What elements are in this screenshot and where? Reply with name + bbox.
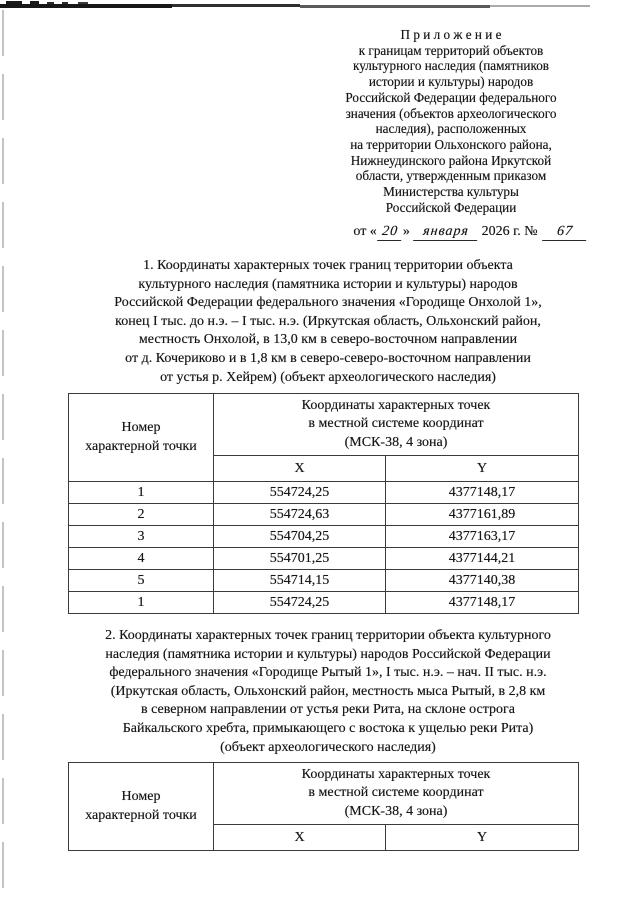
- x-cell: 554714,15: [213, 569, 386, 592]
- table-row: 3 554704,25 4377163,17: [68, 525, 580, 548]
- scan-dash: [62, 2, 68, 4]
- handwritten-number: 67: [541, 224, 588, 241]
- point-number-cell: 1: [68, 591, 214, 614]
- scan-left-edge: [2, 10, 4, 900]
- scan-dash: [47, 2, 54, 4]
- point-number-cell: 3: [68, 525, 214, 548]
- point-number-cell: 2: [68, 503, 214, 526]
- point-number-header: Номер характерной точки: [68, 762, 214, 851]
- handwritten-day: 20: [376, 224, 403, 241]
- x-cell: 554701,25: [213, 547, 386, 570]
- y-cell: 4377148,17: [384, 481, 580, 504]
- coordinates-table-2: Номер характерной точки Координаты харак…: [68, 762, 580, 851]
- x-column-header: X: [213, 824, 386, 851]
- x-cell: 554704,25: [213, 525, 386, 548]
- section-2-heading: 2. Координаты характерных точек границ т…: [105, 628, 551, 755]
- y-cell: 4377144,21: [384, 547, 580, 570]
- date-prefix: от «: [353, 224, 377, 239]
- x-cell: 554724,25: [213, 481, 386, 504]
- scan-dash: [30, 1, 39, 4]
- handwritten-month: января: [412, 224, 479, 241]
- point-number-header: Номер характерной точки: [68, 393, 214, 482]
- table-row: 5 554714,15 4377140,38: [68, 569, 580, 592]
- table-row: 2 554724,63 4377161,89: [68, 503, 580, 526]
- date-line: от «20» января 2026 г. № 67: [338, 224, 602, 241]
- coords-system-header: Координаты характерных точек в местной с…: [212, 762, 580, 825]
- y-cell: 4377163,17: [384, 525, 580, 548]
- table-row: 1 554724,25 4377148,17: [68, 591, 580, 614]
- point-number-cell: 5: [68, 569, 214, 592]
- scan-dash: [78, 2, 88, 4]
- y-column-header: Y: [384, 455, 580, 482]
- x-cell: 554724,63: [213, 503, 386, 526]
- table-subheader-row: X Y: [69, 824, 580, 851]
- coords-system-header: Координаты характерных точек в местной с…: [212, 393, 580, 456]
- appendix-header: П р и л о ж е н и е к границам территори…: [345, 27, 557, 215]
- date-year-part: 2026 г. №: [481, 224, 538, 239]
- point-number-cell: 1: [68, 481, 214, 504]
- table-header-row: Номер характерной точки Координаты харак…: [68, 393, 580, 482]
- table-row: 1 554724,25 4377148,17: [68, 481, 580, 504]
- x-column-header: X: [213, 455, 386, 482]
- y-cell: 4377161,89: [384, 503, 580, 526]
- table-header-row: Номер характерной точки Координаты харак…: [68, 762, 580, 851]
- scan-top-edge: [300, 5, 490, 8]
- section-1-heading: 1. Координаты характерных точек границ т…: [114, 258, 542, 385]
- point-number-cell: 4: [68, 547, 214, 570]
- scan-dash: [6, 1, 22, 4]
- coordinates-table-1: Номер характерной точки Координаты харак…: [68, 393, 580, 614]
- scan-top-edge: [172, 4, 300, 7]
- y-column-header: Y: [384, 824, 580, 851]
- scan-top-edge: [490, 5, 590, 7]
- date-close-quote: »: [402, 224, 410, 239]
- table-row: 4 554701,25 4377144,21: [68, 547, 580, 570]
- x-cell: 554724,25: [213, 591, 386, 614]
- scan-top-edge: [0, 4, 172, 8]
- y-cell: 4377140,38: [384, 569, 580, 592]
- y-cell: 4377148,17: [384, 591, 580, 614]
